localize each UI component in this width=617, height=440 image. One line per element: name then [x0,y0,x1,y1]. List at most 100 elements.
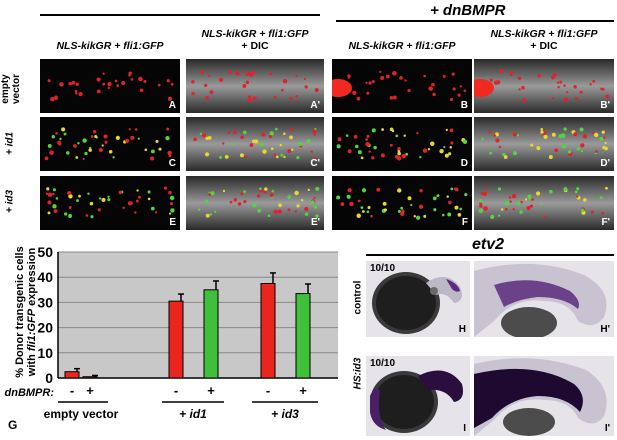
ish-count-I: 10/10 [370,358,396,369]
cell-dot [233,198,238,202]
panel-letter: C' [310,158,320,169]
cell-dot [526,205,531,211]
cell-dot [382,201,387,206]
cell-dot [158,147,162,151]
cell-dot [47,143,52,148]
cell-dot [313,205,318,209]
cell-dot [278,203,282,208]
cell-dot [92,129,97,134]
cell-dot [193,137,197,142]
cell-dot [361,188,367,193]
cell-dot [567,150,572,154]
cell-dot [459,207,463,211]
cell-dot [232,143,235,146]
cell-dot [101,144,104,147]
cell-dot [51,135,55,139]
cell-dot [432,92,436,97]
cell-dot [366,210,370,214]
cell-dot [76,199,79,203]
cell-dot [222,189,226,193]
cell-dot [124,138,130,144]
cell-dot [489,151,493,155]
panel-E-prime: E' [186,176,324,230]
cell-dot [75,92,78,95]
cell-dot [457,212,462,217]
cell-dot [273,153,277,157]
cell-dot [566,91,569,94]
bar [64,371,80,379]
cell-dot [376,187,381,192]
col-header-4: NLS-kikGR + fli1:GFP + DIC [490,28,598,52]
cell-dot [371,80,375,84]
cell-dot [366,91,370,95]
cell-dot [356,96,361,101]
cell-dot [259,142,264,147]
cell-dot [600,87,603,91]
panel-letter: A [168,100,176,111]
cell-dot [167,96,173,101]
cell-dot [315,186,320,191]
cell-dot [355,144,359,149]
cell-dot [551,132,556,137]
cell-dot [370,214,373,218]
cell-dot [155,139,159,143]
cells-overlay [44,127,172,161]
cell-dot [103,134,108,139]
cell-dot [191,92,195,96]
cell-dot [45,192,49,195]
cell-dot [580,149,584,153]
cell-dot [385,74,390,79]
cell-dot [294,210,297,213]
cell-dot [583,198,587,202]
cell-dot [509,73,513,77]
cell-dot [371,156,375,160]
cell-dot [78,91,83,97]
cell-dot [296,204,300,208]
cell-dot [213,210,217,213]
plot-background [58,252,338,378]
cell-dot [107,195,110,198]
cell-dot [315,214,319,218]
bar [295,293,311,379]
cells-overlay [45,186,175,219]
cell-dot [356,213,361,218]
cell-dot [55,132,58,135]
row-label-id1: + id1 [4,131,16,156]
cell-dot [449,97,454,101]
cell-dot [540,202,543,206]
cell-dot [480,191,484,196]
cell-dot [47,211,51,215]
cell-dot [52,188,56,192]
cell-dot [549,189,553,194]
cell-dot [245,71,250,76]
cell-dot [599,196,603,200]
cell-dot [168,154,172,158]
cell-dot [118,190,123,195]
cell-dot [147,197,151,201]
cell-dot [485,186,488,190]
cell-dot [264,187,268,191]
cell-dot [139,88,144,92]
cell-dot [252,203,257,208]
cell-dot [84,151,88,156]
cell-dot [96,89,101,94]
panel-D-prime: D' [474,117,614,171]
cell-dot [592,79,596,83]
cell-dot [166,79,170,83]
dnbmpr-sign: - [174,383,178,398]
cell-dot [107,86,111,90]
cell-dot [291,148,294,151]
cell-dot [464,193,468,197]
cell-dot [283,132,286,136]
cell-dot [601,212,605,215]
cell-dot [419,189,423,193]
cell-dot [508,196,512,199]
cell-dot [347,188,352,193]
panel-letter: D' [600,158,610,169]
cell-dot [557,86,560,89]
cell-dot [540,127,544,131]
panel-letter: A' [310,100,320,111]
cell-dot [595,150,598,153]
cell-dot [273,209,278,214]
cell-dot [128,73,131,77]
